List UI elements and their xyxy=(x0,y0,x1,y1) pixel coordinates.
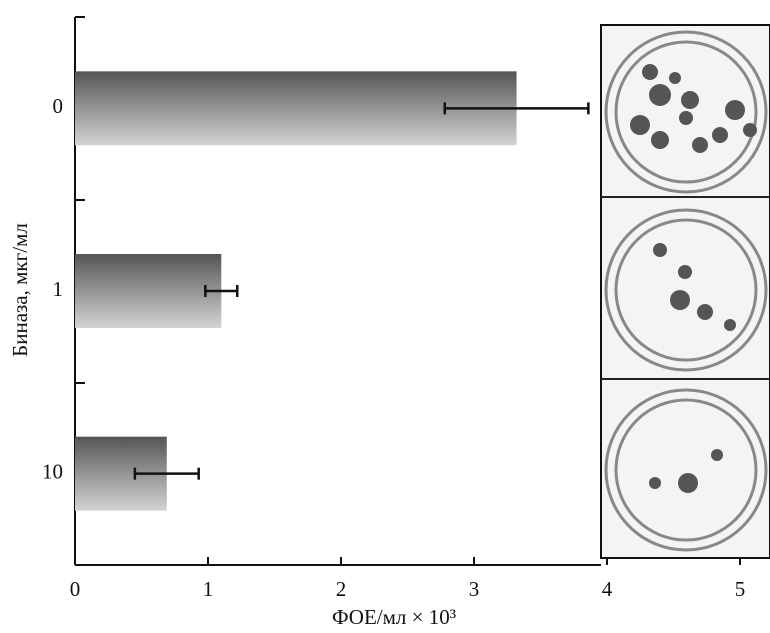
bar xyxy=(75,71,517,146)
x-tick-label: 4 xyxy=(602,577,613,601)
error-bar xyxy=(133,467,200,480)
y-tick-label: 1 xyxy=(53,277,64,301)
x-tick-label: 2 xyxy=(336,577,347,601)
x-tick-label: 5 xyxy=(735,577,746,601)
bar xyxy=(75,254,222,328)
y-tick-label: 10 xyxy=(42,459,63,483)
error-bar xyxy=(443,102,590,115)
y-tick-label: 0 xyxy=(53,94,64,118)
y-axis-label: Биназа, мкг/мл xyxy=(8,223,32,357)
plates xyxy=(600,24,770,559)
x-tick-label: 1 xyxy=(203,577,214,601)
x-tick-label: 0 xyxy=(70,577,81,601)
x-tick-label: 3 xyxy=(469,577,480,601)
x-axis-label: ФОЕ/мл × 10³ xyxy=(332,605,456,629)
error-bar xyxy=(204,285,239,297)
